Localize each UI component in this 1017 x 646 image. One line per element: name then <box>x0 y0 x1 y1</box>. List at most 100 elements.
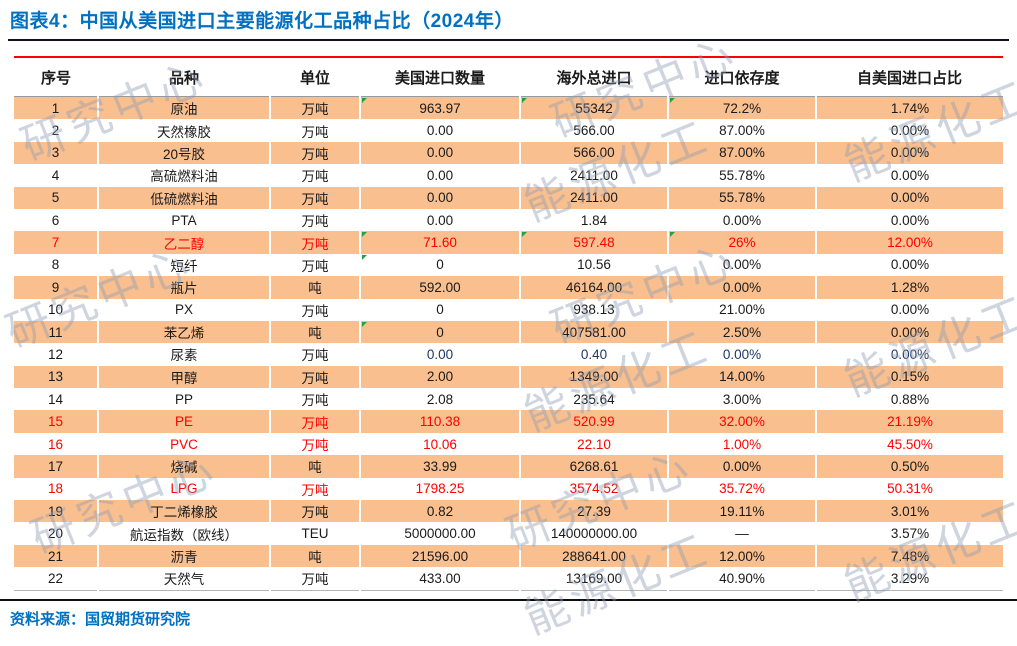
excel-flag-triangle-icon <box>670 232 675 238</box>
table-cell: 短纤 <box>97 253 270 277</box>
table-cell: 万吨 <box>269 141 360 165</box>
table-row: 2 天然橡胶 万吨 0.00 566.00 87.00% 0.00% <box>14 119 1003 142</box>
table-cell: 0 <box>359 253 520 277</box>
table-cell: 9 <box>14 276 98 299</box>
table-cell: 1.74% <box>815 96 1003 120</box>
table-row: 13 甲醇 万吨 2.00 1349.00 14.00% 0.15% <box>14 365 1003 389</box>
table-row: 5 低硫燃料油 万吨 0.00 2411.00 55.78% 0.00% <box>14 186 1003 209</box>
table-cell: 万吨 <box>269 432 360 456</box>
table-cell: 沥青 <box>97 544 270 568</box>
table-cell: 0.00% <box>815 141 1003 165</box>
footer-rule <box>0 599 1017 601</box>
table-cell: — <box>667 522 816 545</box>
table-cell: 万吨 <box>269 231 360 254</box>
table-cell: 71.60 <box>359 231 520 254</box>
table-cell: 万吨 <box>269 567 360 591</box>
table-cell: 丁二烯橡胶 <box>97 500 270 523</box>
table-cell: 天然橡胶 <box>97 119 270 142</box>
table-cell: 235.64 <box>519 388 668 411</box>
table-cell: 45.50% <box>815 432 1003 456</box>
table-cell: 26% <box>667 231 816 254</box>
table-row: 10 PX 万吨 0 938.13 21.00% 0.00% <box>14 298 1003 321</box>
table-row: 7 乙二醇 万吨 71.60 597.48 26% 12.00% <box>14 231 1003 254</box>
table-cell: 吨 <box>269 276 360 299</box>
title-underline-rule <box>8 39 1009 41</box>
table-cell: 0.00 <box>359 164 520 187</box>
table-cell: 万吨 <box>269 96 360 120</box>
table-cell: 3 <box>14 141 98 165</box>
table-cell: 0.00% <box>815 208 1003 232</box>
table-cell: 万吨 <box>269 186 360 209</box>
table-cell: 19 <box>14 500 98 523</box>
table-cell: 2.50% <box>667 320 816 344</box>
table-header-row: 序号 品种 单位 美国进口数量 海外总进口 进口依存度 自美国进口占比 <box>14 58 1003 97</box>
table-cell: 0.00% <box>667 276 816 299</box>
table-cell: 2411.00 <box>519 164 668 187</box>
table-cell: 288641.00 <box>519 544 668 568</box>
table-cell: 46164.00 <box>519 276 668 299</box>
table-cell: 18 <box>47 481 64 497</box>
table-cell: 航运指数（欧线） <box>97 522 270 545</box>
excel-flag-triangle-icon <box>670 98 675 103</box>
table-cell: 407581.00 <box>519 320 668 344</box>
table-cell: 0 <box>359 298 520 321</box>
table-cell: 520.99 <box>519 410 668 433</box>
table-cell: 0.00 <box>359 186 520 209</box>
table-cell: 万吨 <box>269 477 360 501</box>
column-header: 进口依存度 <box>668 58 816 97</box>
table-cell: 吨 <box>269 455 360 478</box>
table-cell: 瓶片 <box>97 276 270 299</box>
table-cell: 55.78% <box>667 164 816 187</box>
table-cell: 0.00 <box>359 343 520 366</box>
table-cell: 0.15% <box>815 365 1003 389</box>
table-cell: 0.00% <box>815 320 1003 344</box>
table-cell: 14.00% <box>667 365 816 389</box>
table-cell: PTA <box>97 208 270 232</box>
table-cell: 吨 <box>269 320 360 344</box>
table-cell: 5 <box>14 186 98 209</box>
table-cell: 14 <box>47 391 64 407</box>
table-cell: 高硫燃料油 <box>97 164 270 187</box>
table-cell: 0.00% <box>815 253 1003 277</box>
table-row: 15 PE 万吨 110.38 520.99 32.00% 21.19% <box>14 410 1003 433</box>
table-cell: 1349.00 <box>519 365 668 389</box>
table-cell: 12.00% <box>667 544 816 568</box>
column-header: 序号 <box>14 58 98 97</box>
column-header: 自美国进口占比 <box>816 58 1003 97</box>
table-cell: 甲醇 <box>97 365 270 389</box>
table-cell: 21 <box>14 544 98 568</box>
table-cell: 1798.25 <box>359 477 520 501</box>
table-cell: 0.40 <box>519 343 668 366</box>
table-cell: 11 <box>14 320 98 344</box>
table-cell: 10.56 <box>519 253 668 277</box>
import-share-table-wrap: 序号 品种 单位 美国进口数量 海外总进口 进口依存度 自美国进口占比 1 原油 万吨 963.9… <box>14 56 1003 591</box>
column-header: 品种 <box>98 58 270 97</box>
excel-flag-triangle-icon <box>362 254 367 260</box>
table-cell: 566.00 <box>519 119 668 142</box>
table-cell: 万吨 <box>269 365 360 389</box>
table-cell: PX <box>97 298 270 321</box>
table-cell: 55.78% <box>667 186 816 209</box>
table-cell: 天然气 <box>97 567 270 591</box>
column-header: 美国进口数量 <box>360 58 520 97</box>
table-row: 20 航运指数（欧线） TEU 5000000.00 140000000.00—3.57… <box>14 522 1003 545</box>
table-cell: 2.08 <box>359 388 520 411</box>
table-cell: 万吨 <box>269 298 360 321</box>
excel-flag-triangle-icon <box>362 98 367 103</box>
table-cell: 1 <box>14 96 98 120</box>
table-cell: 0.00% <box>815 298 1003 321</box>
table-cell: 0 <box>359 320 520 344</box>
table-cell: 万吨 <box>269 164 360 187</box>
table-cell: 6 <box>51 212 60 228</box>
table-cell: 0.00% <box>815 164 1003 187</box>
table-cell: 32.00% <box>667 410 816 433</box>
table-cell: 6268.61 <box>519 455 668 478</box>
table-cell: 87.00% <box>667 141 816 165</box>
table-row: 22 天然气 万吨 433.00 13169.00 40.90% 3.29% <box>14 567 1003 591</box>
excel-flag-triangle-icon <box>362 321 367 327</box>
table-cell: 40.90% <box>667 567 816 591</box>
table-cell: 597.48 <box>519 231 668 254</box>
column-header: 海外总进口 <box>520 58 668 97</box>
table-row: 6 PTA 万吨 0.00 1.84 0.00% 0.00% <box>14 208 1003 232</box>
table-cell: 低硫燃料油 <box>97 186 270 209</box>
